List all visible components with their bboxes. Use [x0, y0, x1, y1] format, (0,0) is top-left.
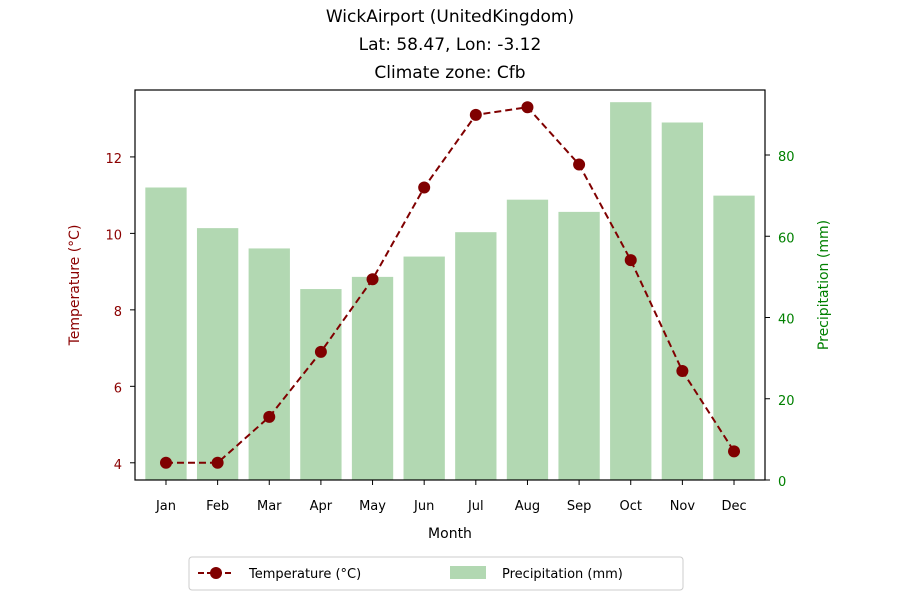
precipitation-bar-jan: [145, 187, 187, 480]
temperature-point-oct: [624, 254, 637, 267]
x-tick-label: Dec: [721, 499, 746, 514]
temperature-point-may: [366, 273, 379, 286]
temperature-point-sep: [573, 158, 586, 171]
x-tick-label: Jun: [413, 499, 434, 514]
x-tick-label: Apr: [310, 499, 333, 514]
title-line-location: WickAirport (UnitedKingdom): [326, 7, 574, 27]
legend-box: [188, 556, 684, 591]
x-tick-label: Aug: [515, 499, 540, 514]
x-tick-label: Jan: [155, 499, 176, 514]
precipitation-axis-label: Precipitation (mm): [816, 220, 832, 350]
temperature-tick-label: 10: [105, 228, 122, 243]
legend-precipitation-swatch: [450, 566, 486, 579]
x-axis-label: Month: [428, 526, 472, 542]
x-tick-label: Nov: [670, 499, 696, 514]
legend: Temperature (°C) Precipitation (mm): [188, 556, 684, 591]
precipitation-tick-label: 0: [778, 475, 786, 490]
precipitation-bar-sep: [558, 211, 600, 480]
legend-temperature-label: Temperature (°C): [248, 567, 361, 582]
precipitation-bar-aug: [506, 199, 549, 480]
precipitation-bar-jul: [455, 232, 497, 480]
temperature-point-jun: [418, 181, 431, 194]
temperature-point-apr: [314, 345, 327, 358]
precipitation-bars: [145, 102, 755, 480]
x-tick-label: Mar: [257, 499, 282, 514]
precipitation-tick-label: 60: [778, 231, 795, 246]
temperature-tick-label: 12: [105, 152, 122, 167]
temperature-point-mar: [263, 410, 276, 423]
x-tick-label: Oct: [619, 499, 641, 514]
temperature-tick-label: 4: [114, 458, 122, 473]
temperature-line: [165, 106, 735, 464]
temperature-point-feb: [211, 456, 224, 469]
title-line-coordinates: Lat: 58.47, Lon: -3.12: [359, 35, 542, 55]
x-tick-label: May: [359, 499, 386, 514]
temperature-point-jul: [469, 108, 482, 121]
precipitation-tick-label: 80: [778, 150, 795, 165]
temperature-point-dec: [728, 445, 741, 458]
precipitation-bar-dec: [713, 195, 755, 480]
precipitation-bar-jun: [403, 256, 445, 480]
title-line-climate-zone: Climate zone: Cfb: [374, 63, 525, 83]
chart-title: WickAirport (UnitedKingdom) Lat: 58.47, …: [326, 7, 574, 83]
x-tick-label: Feb: [206, 499, 229, 514]
legend-precipitation-label: Precipitation (mm): [502, 567, 623, 582]
temperature-series: [159, 101, 741, 469]
temperature-axis: 4 6 8 10 12: [105, 152, 135, 473]
precipitation-bar-apr: [300, 289, 342, 480]
temperature-tick-label: 6: [114, 381, 122, 396]
legend-temperature-marker: [210, 567, 222, 579]
precipitation-bar-feb: [196, 228, 239, 480]
plot-frame: [134, 89, 766, 481]
x-tick-label: Sep: [567, 499, 592, 514]
precipitation-bar-mar: [248, 248, 290, 480]
precipitation-bar-nov: [661, 122, 704, 480]
temperature-point-nov: [676, 365, 689, 378]
precipitation-tick-label: 40: [778, 313, 795, 328]
precipitation-axis: 0 20 40 60 80: [765, 150, 795, 490]
temperature-point-jan: [159, 456, 172, 469]
precipitation-bar-may: [351, 276, 394, 480]
temperature-point-aug: [521, 101, 534, 114]
x-tick-label: Jul: [467, 499, 484, 514]
x-axis: Jan Feb Mar Apr May Jun Jul Aug Sep Oct Nov Dec: [155, 480, 747, 514]
temperature-tick-label: 8: [114, 305, 122, 320]
temperature-axis-label: Temperature (°C): [67, 225, 83, 347]
precipitation-tick-label: 20: [778, 394, 795, 409]
